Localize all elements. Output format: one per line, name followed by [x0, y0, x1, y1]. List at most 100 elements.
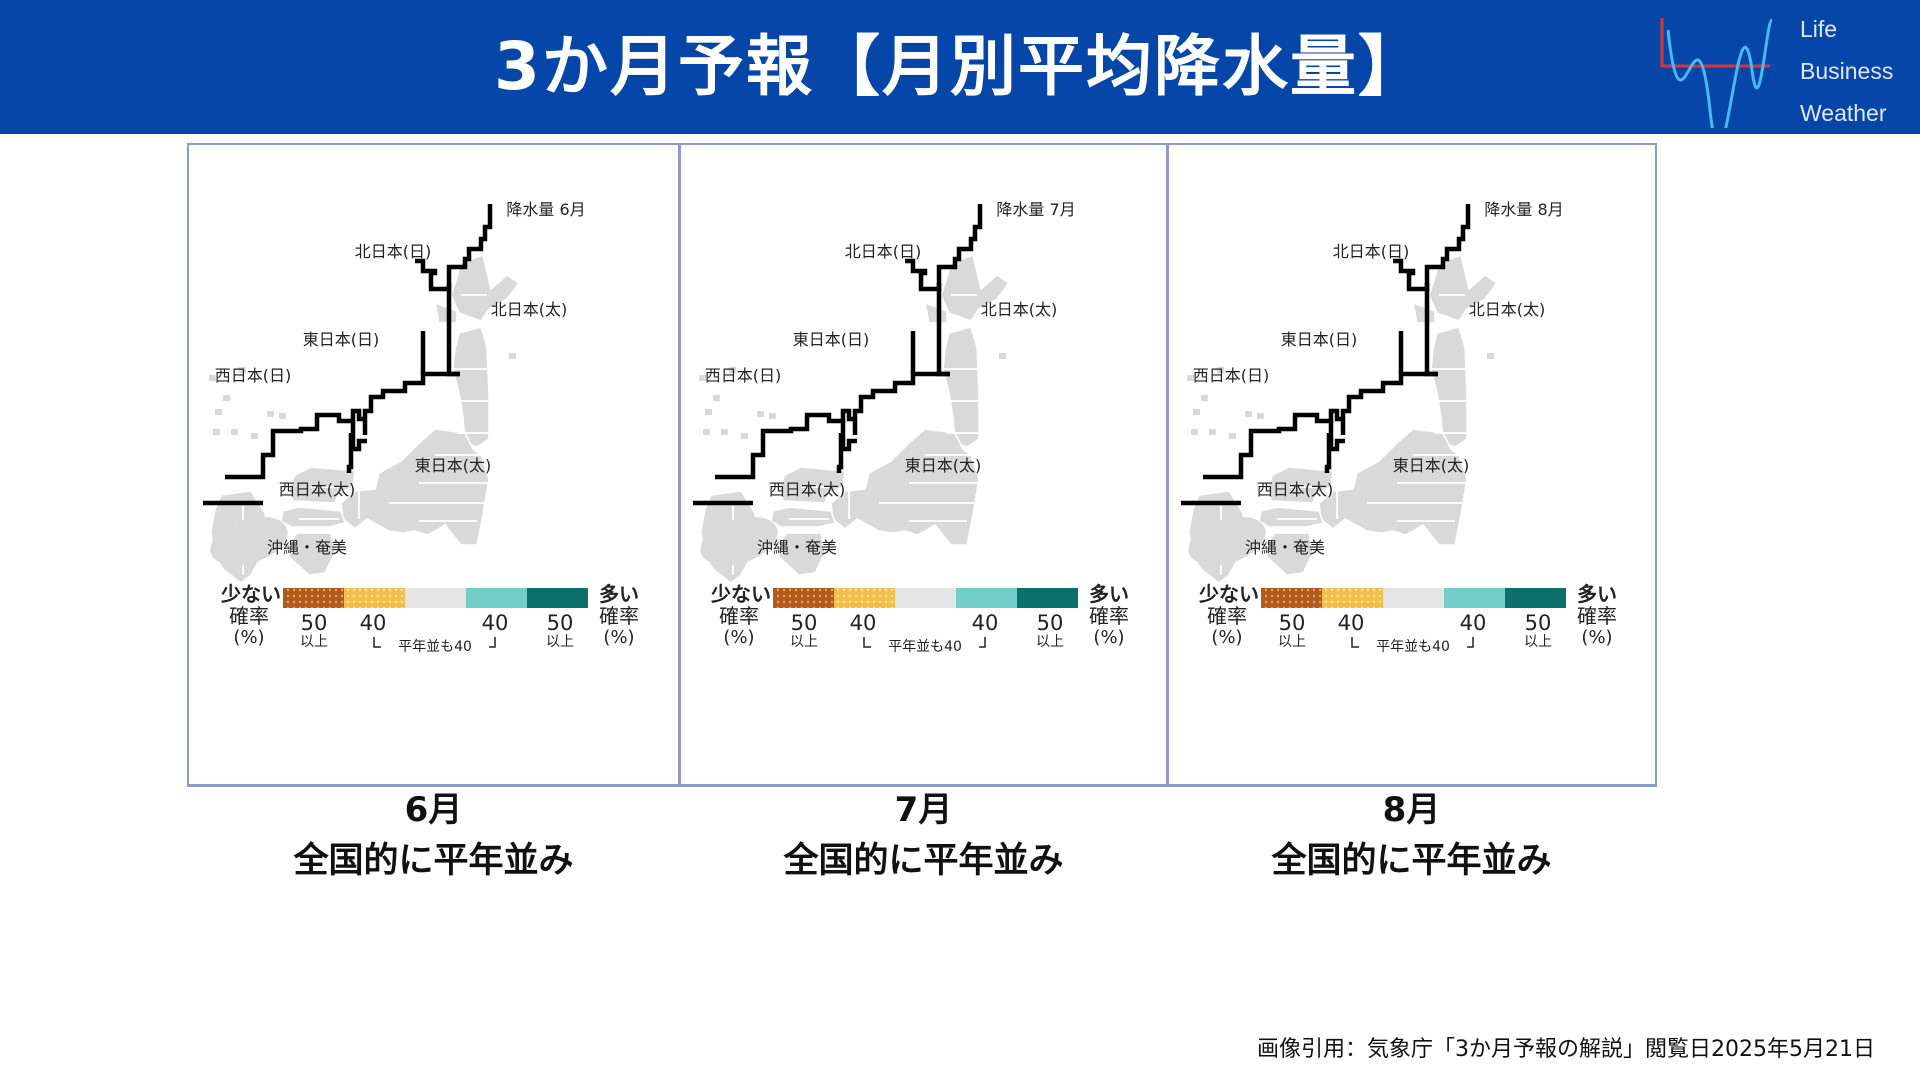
region-label: 西日本(太)	[769, 480, 846, 499]
okinawa-inset	[210, 516, 288, 566]
legend-value: 50	[301, 611, 328, 635]
legend-value: 50	[1525, 611, 1552, 635]
land-region	[434, 301, 458, 324]
region-boundary-line	[1324, 433, 1332, 473]
land-region	[778, 532, 826, 576]
legend-swatch	[1505, 588, 1566, 608]
region-label: 西日本(日)	[1193, 366, 1270, 385]
legend-value: 40	[1338, 611, 1365, 635]
land-region	[450, 254, 521, 322]
land-region	[940, 254, 1011, 322]
island-mark	[1217, 367, 1224, 373]
island-mark	[209, 375, 216, 381]
legend-more-label: 確率	[1089, 604, 1129, 628]
map-title: 降水量 6月	[506, 200, 585, 219]
legend-less-label: (%)	[723, 627, 754, 648]
land-region	[830, 428, 980, 546]
island-mark	[379, 475, 386, 481]
caption-summary: 全国的に平年並み	[293, 841, 574, 881]
region-label: 北日本(日)	[1333, 242, 1410, 261]
land-region	[340, 428, 490, 546]
region-boundary-line	[346, 433, 354, 473]
logo-word-life: Life	[1800, 16, 1838, 42]
map-title: 降水量 7月	[996, 200, 1075, 219]
island-mark	[705, 409, 712, 415]
logo-word-business: Business	[1800, 58, 1894, 84]
region-label: 沖縄・奄美	[267, 538, 347, 557]
legend-swatch	[895, 588, 956, 608]
land-region	[942, 326, 980, 448]
legend-more-label: (%)	[1093, 627, 1124, 648]
land-region	[1258, 506, 1324, 528]
legend-swatch	[1383, 588, 1444, 608]
land-region	[1266, 532, 1314, 576]
island-mark	[239, 367, 246, 373]
legend-value: 50	[547, 611, 574, 635]
island-mark	[251, 433, 258, 439]
region-label: 北日本(日)	[355, 242, 432, 261]
legend-swatch	[1444, 588, 1505, 608]
legend-bracket	[1351, 637, 1359, 648]
legend-less-label: 少ない	[710, 582, 771, 606]
island-mark	[213, 429, 220, 435]
legend-bracket	[489, 637, 496, 648]
land-region	[924, 301, 948, 324]
region-boundary-line	[1203, 371, 1438, 480]
region-label: 東日本(日)	[793, 330, 870, 349]
land-region	[280, 506, 346, 528]
caption-month: 7月	[894, 790, 953, 830]
island-mark	[757, 411, 764, 417]
region-boundary-line	[415, 204, 493, 292]
legend-more-label: (%)	[1581, 627, 1612, 648]
legend-ijou: 以上	[546, 634, 574, 650]
legend-heinen-label: 平年並も40	[888, 639, 962, 655]
legend-value: 40	[1460, 611, 1487, 635]
logo-word-weather: Weather	[1800, 100, 1887, 126]
region-boundary-line	[225, 371, 460, 480]
island-mark	[267, 411, 274, 417]
region-label: 西日本(太)	[279, 480, 356, 499]
wave-logo-icon	[1660, 18, 1774, 128]
legend-ijou: 以上	[1278, 634, 1306, 650]
region-boundary-line	[1393, 204, 1471, 292]
island-mark	[769, 413, 776, 419]
island-mark	[215, 409, 222, 415]
panel-divider	[1166, 143, 1169, 787]
island-mark	[1193, 409, 1200, 415]
legend-less-label: 確率	[229, 604, 269, 628]
island-mark	[703, 429, 710, 435]
region-boundary-line	[836, 433, 844, 473]
land-region	[288, 466, 356, 504]
legend-swatch	[466, 588, 527, 608]
legend-swatch	[344, 588, 405, 608]
land-region	[452, 326, 490, 448]
legend-bracket	[979, 637, 986, 648]
legend-value: 50	[1037, 611, 1064, 635]
region-boundary-line	[905, 204, 983, 292]
island-mark	[721, 429, 728, 435]
region-label: 東日本(日)	[303, 330, 380, 349]
legend-heinen-label: 平年並も40	[1376, 639, 1450, 655]
island-mark	[1209, 429, 1216, 435]
caption-summary: 全国的に平年並み	[1271, 841, 1552, 881]
legend-value: 40	[850, 611, 877, 635]
region-label: 北日本(太)	[1469, 300, 1546, 319]
caption-month: 8月	[1382, 790, 1441, 830]
source-credit: 画像引用：気象庁「3か月予報の解説」閲覧日2025年5月21日	[1257, 1037, 1875, 1062]
map-title: 降水量 8月	[1484, 200, 1563, 219]
island-mark	[999, 353, 1006, 359]
legend-less-label: 少ない	[1198, 582, 1259, 606]
forecast-maps-frame	[187, 143, 1657, 787]
legend-more-label: 確率	[599, 604, 639, 628]
legend-less-label: 少ない	[220, 582, 281, 606]
legend-swatch	[773, 588, 834, 608]
legend-less-label: (%)	[1211, 627, 1242, 648]
legend-swatch	[834, 588, 895, 608]
legend-more-label: 多い	[1577, 582, 1617, 606]
island-mark	[231, 429, 238, 435]
island-mark	[699, 375, 706, 381]
legend-more-label: 確率	[1577, 604, 1617, 628]
page-title: 3か月予報【月別平均降水量】	[494, 28, 1426, 105]
legend-value: 50	[791, 611, 818, 635]
